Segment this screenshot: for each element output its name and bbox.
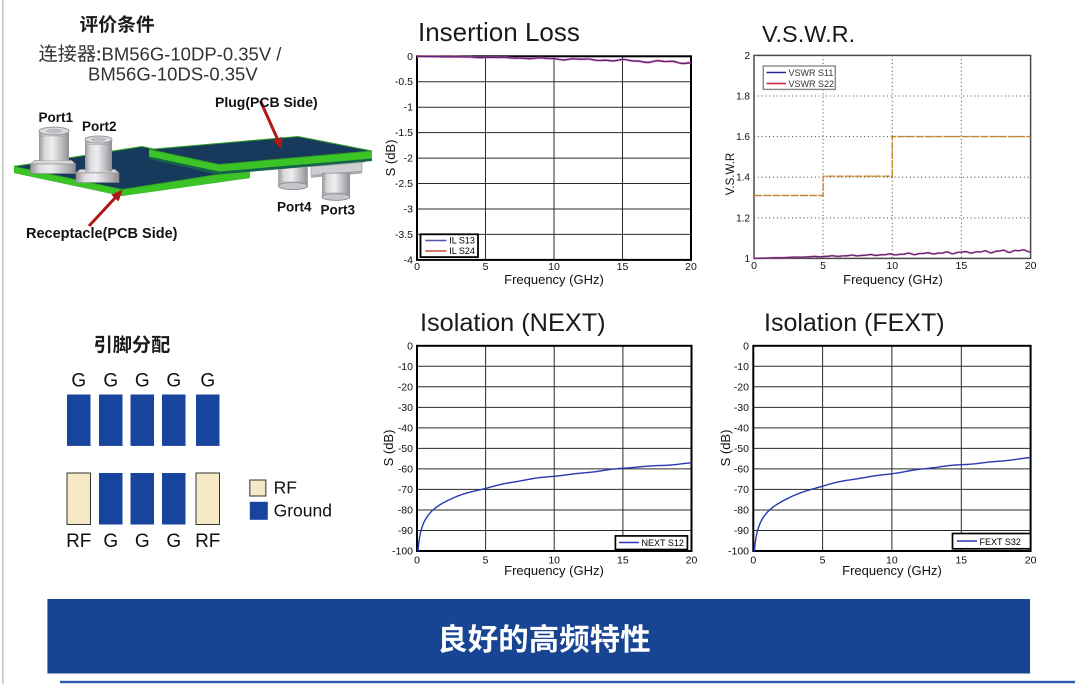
svg-text:1.6: 1.6 bbox=[736, 132, 750, 143]
svg-text:G: G bbox=[166, 371, 181, 392]
svg-text:-50: -50 bbox=[734, 443, 749, 455]
svg-text:20: 20 bbox=[686, 555, 698, 567]
svg-text:-90: -90 bbox=[734, 525, 749, 537]
svg-text:15: 15 bbox=[955, 555, 967, 567]
svg-text:-0.5: -0.5 bbox=[395, 76, 413, 88]
svg-text:-10: -10 bbox=[734, 361, 749, 373]
svg-text:1: 1 bbox=[744, 254, 750, 265]
svg-text:-3.5: -3.5 bbox=[395, 229, 413, 241]
svg-text:10: 10 bbox=[548, 261, 560, 273]
svg-text:-40: -40 bbox=[734, 422, 749, 434]
svg-text:10: 10 bbox=[886, 260, 898, 272]
svg-text:-30: -30 bbox=[398, 402, 413, 414]
svg-text:BM56G-10DP-0.35V /: BM56G-10DP-0.35V / bbox=[102, 44, 283, 65]
svg-text:Port1: Port1 bbox=[39, 110, 74, 125]
svg-text:Frequency (GHz): Frequency (GHz) bbox=[842, 563, 942, 578]
svg-text:VSWR S11: VSWR S11 bbox=[789, 68, 834, 78]
svg-text:-20: -20 bbox=[734, 381, 749, 393]
svg-text:0: 0 bbox=[414, 555, 420, 567]
svg-text:10: 10 bbox=[548, 555, 560, 567]
svg-text:RF: RF bbox=[195, 531, 220, 552]
svg-text:2: 2 bbox=[744, 51, 750, 62]
svg-text:-60: -60 bbox=[398, 463, 413, 475]
svg-text:-2: -2 bbox=[404, 153, 413, 165]
svg-text:-30: -30 bbox=[734, 402, 749, 414]
svg-text:-1: -1 bbox=[404, 102, 413, 114]
svg-text:NEXT S12: NEXT S12 bbox=[642, 538, 684, 548]
svg-text:IL S24: IL S24 bbox=[449, 246, 475, 256]
svg-text:-50: -50 bbox=[398, 443, 413, 455]
svg-text:Ground: Ground bbox=[274, 501, 332, 521]
svg-text:20: 20 bbox=[1025, 555, 1037, 567]
svg-text:-100: -100 bbox=[728, 546, 749, 558]
svg-text:-1.5: -1.5 bbox=[395, 127, 413, 139]
svg-text:Port2: Port2 bbox=[82, 119, 117, 134]
svg-text:RF: RF bbox=[274, 478, 297, 498]
svg-text:G: G bbox=[166, 531, 181, 552]
svg-text:-60: -60 bbox=[734, 463, 749, 475]
svg-text:S (dB): S (dB) bbox=[383, 140, 398, 177]
svg-text:1.2: 1.2 bbox=[736, 213, 750, 224]
svg-text:5: 5 bbox=[483, 261, 489, 273]
svg-text:FEXT S32: FEXT S32 bbox=[980, 537, 1021, 547]
svg-text:G: G bbox=[200, 371, 215, 392]
svg-text:G: G bbox=[103, 531, 118, 552]
svg-text:0: 0 bbox=[750, 555, 756, 567]
svg-text:-20: -20 bbox=[398, 381, 413, 393]
svg-text:0: 0 bbox=[407, 340, 413, 352]
svg-text:Frequency (GHz): Frequency (GHz) bbox=[504, 272, 604, 287]
svg-text:Port4: Port4 bbox=[277, 200, 312, 215]
svg-text:-3: -3 bbox=[404, 204, 413, 216]
svg-text:15: 15 bbox=[617, 555, 629, 567]
svg-text:10: 10 bbox=[886, 555, 898, 567]
svg-text:-40: -40 bbox=[398, 422, 413, 434]
svg-text:Isolation (NEXT): Isolation (NEXT) bbox=[420, 309, 606, 337]
svg-text:Port3: Port3 bbox=[321, 203, 356, 218]
svg-text:0: 0 bbox=[751, 260, 757, 272]
svg-text:Frequency (GHz): Frequency (GHz) bbox=[843, 272, 943, 287]
svg-text:5: 5 bbox=[820, 555, 826, 567]
svg-text:20: 20 bbox=[1025, 260, 1037, 272]
svg-text:0: 0 bbox=[743, 340, 749, 352]
svg-text:20: 20 bbox=[685, 261, 697, 273]
svg-text:5: 5 bbox=[483, 555, 489, 567]
svg-text:1.4: 1.4 bbox=[736, 173, 750, 184]
svg-text:15: 15 bbox=[617, 261, 629, 273]
svg-text:-90: -90 bbox=[398, 525, 413, 537]
svg-text:1.8: 1.8 bbox=[736, 92, 750, 103]
svg-text:RF: RF bbox=[66, 531, 91, 552]
svg-text:0: 0 bbox=[414, 261, 420, 273]
svg-text:Isolation (FEXT): Isolation (FEXT) bbox=[764, 309, 945, 337]
svg-text:-80: -80 bbox=[398, 505, 413, 517]
svg-text:S (dB): S (dB) bbox=[718, 430, 733, 467]
svg-text:S (dB): S (dB) bbox=[381, 430, 396, 467]
svg-text:BM56G-10DS-0.35V: BM56G-10DS-0.35V bbox=[88, 64, 258, 85]
svg-text:G: G bbox=[103, 371, 118, 392]
svg-text:-2.5: -2.5 bbox=[395, 178, 413, 190]
svg-text:V.S.W.R: V.S.W.R bbox=[725, 153, 737, 195]
svg-text:V.S.W.R.: V.S.W.R. bbox=[762, 21, 855, 47]
svg-text:G: G bbox=[135, 531, 150, 552]
svg-text:G: G bbox=[135, 371, 150, 392]
svg-text:-70: -70 bbox=[398, 484, 413, 496]
svg-text:Frequency (GHz): Frequency (GHz) bbox=[504, 563, 604, 578]
svg-text:VSWR S22: VSWR S22 bbox=[789, 79, 835, 89]
svg-text:G: G bbox=[71, 371, 86, 392]
svg-text:-4: -4 bbox=[404, 254, 413, 266]
svg-text:-70: -70 bbox=[734, 484, 749, 496]
svg-text:Receptacle(PCB Side): Receptacle(PCB Side) bbox=[26, 226, 178, 242]
svg-text:IL S13: IL S13 bbox=[449, 236, 475, 246]
svg-text:Insertion Loss: Insertion Loss bbox=[418, 17, 580, 47]
svg-text:15: 15 bbox=[956, 260, 968, 272]
svg-text:-80: -80 bbox=[734, 505, 749, 517]
svg-text:Plug(PCB Side): Plug(PCB Side) bbox=[215, 94, 318, 110]
svg-text:-100: -100 bbox=[392, 546, 413, 558]
svg-text:-10: -10 bbox=[398, 361, 413, 373]
svg-text:5: 5 bbox=[820, 260, 826, 272]
svg-text:0: 0 bbox=[407, 51, 413, 63]
